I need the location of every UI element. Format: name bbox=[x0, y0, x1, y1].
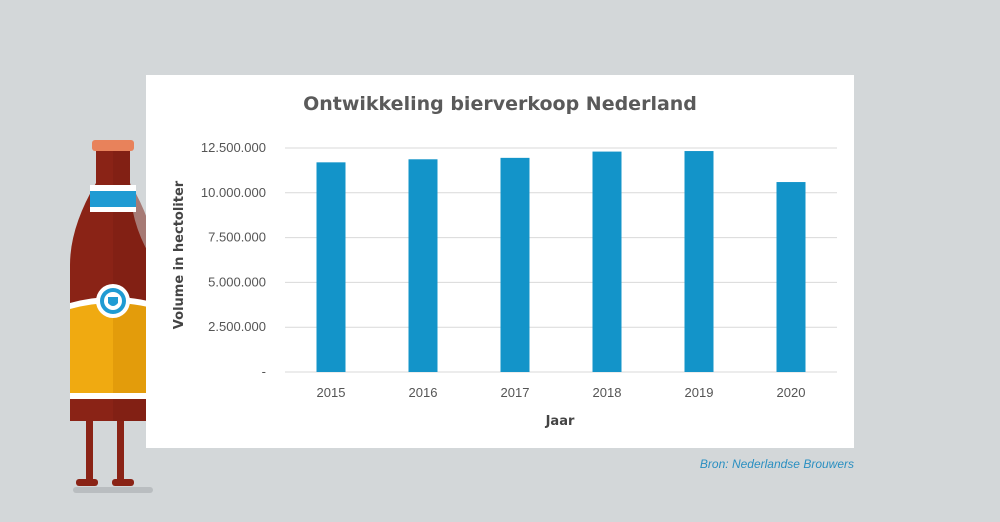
x-tick-label: 2019 bbox=[685, 385, 714, 400]
bar-2017 bbox=[500, 157, 530, 372]
bar-2016 bbox=[408, 159, 438, 372]
y-tick-label: 7.500.000 bbox=[208, 230, 266, 245]
bar-2015 bbox=[316, 162, 346, 372]
beer-bottle-icon bbox=[70, 140, 175, 493]
x-tick-label: 2017 bbox=[501, 385, 530, 400]
bar-2019 bbox=[684, 151, 714, 372]
y-tick-label: - bbox=[262, 364, 266, 379]
y-tick-label: 10.000.000 bbox=[201, 185, 266, 200]
chart-title: Ontwikkeling bierverkoop Nederland bbox=[303, 93, 697, 115]
x-axis-label: Jaar bbox=[545, 414, 575, 429]
bar-2018 bbox=[592, 151, 622, 372]
crest-icon bbox=[96, 284, 130, 318]
bars bbox=[316, 151, 806, 372]
x-tick-label: 2020 bbox=[777, 385, 806, 400]
y-tick-label: 5.000.000 bbox=[208, 274, 266, 289]
x-tick-label: 2018 bbox=[593, 385, 622, 400]
x-tick-label: 2016 bbox=[409, 385, 438, 400]
source-note: Bron: Nederlandse Brouwers bbox=[699, 457, 854, 471]
bar-2020 bbox=[776, 182, 806, 372]
y-axis-ticks: - 2.500.000 5.000.000 7.500.000 10.000.000 12… bbox=[201, 140, 266, 379]
bar-chart: Ontwikkeling bierverkoop Nederland - 2.50… bbox=[172, 93, 837, 429]
chart-panel: Ontwikkeling bierverkoop Nederland - 2.50… bbox=[146, 75, 854, 448]
x-tick-label: 2015 bbox=[317, 385, 346, 400]
y-tick-label: 12.500.000 bbox=[201, 140, 266, 155]
x-axis-ticks: 2015 2016 2017 2018 2019 2020 bbox=[317, 385, 806, 400]
gridlines bbox=[285, 147, 837, 373]
y-tick-label: 2.500.000 bbox=[208, 319, 266, 334]
y-axis-label: Volume in hectoliter bbox=[172, 180, 187, 329]
